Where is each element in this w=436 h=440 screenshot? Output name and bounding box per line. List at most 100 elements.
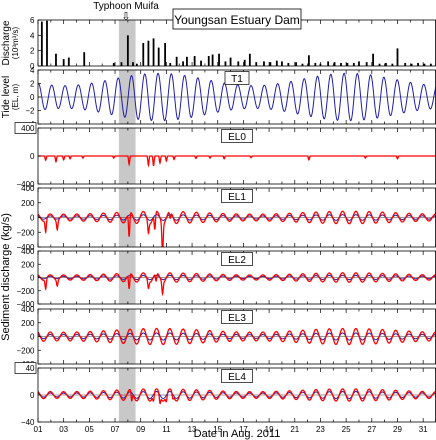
x-tick-label: 31: [419, 425, 428, 434]
panel-el2: 400 200 0 −200 −400 EL2: [16, 247, 436, 309]
discharge-bar: [333, 62, 336, 66]
discharge-bar: [211, 54, 214, 66]
y-tick-label: 6: [30, 16, 35, 25]
plot-area-el4: [38, 388, 436, 405]
x-tick-label: 01: [34, 425, 43, 434]
series-line-blue-el3: [38, 332, 436, 341]
x-tick-label: 15: [213, 425, 222, 434]
y-tick-label: −2: [25, 107, 35, 116]
discharge-bar: [429, 63, 432, 66]
y-tick-label: −200: [16, 346, 35, 355]
discharge-bar: [287, 62, 290, 66]
y-tick-label: 40: [26, 364, 35, 373]
panel-el4: 40 0 −40 EL4 01 03 05 07 09 11 13 15 17 19 21 23 25 27 29 3…: [14, 362, 436, 434]
y-tick-label: 0: [30, 391, 35, 400]
panel-title-box-discharge: [172, 8, 302, 30]
discharge-bar: [207, 56, 210, 66]
discharge-bar: [423, 63, 426, 66]
discharge-bar: [229, 57, 232, 66]
discharge-bar: [224, 61, 227, 66]
discharge-bar: [152, 38, 155, 66]
discharge-bar: [243, 59, 246, 66]
discharge-bar: [182, 61, 184, 66]
panel-title-el4: EL4: [228, 372, 246, 383]
x-tick-label: 07: [111, 425, 120, 434]
y-tick-label: −200: [16, 228, 35, 237]
y-tick-label: 0: [30, 93, 35, 102]
discharge-bar: [248, 53, 251, 66]
y-axis-label-discharge: Discharge: [1, 20, 12, 65]
discharge-bar: [396, 48, 399, 66]
discharge-bar: [120, 62, 123, 66]
discharge-bar: [269, 62, 272, 66]
y-tick-label: 0: [30, 152, 35, 161]
series-line-red-el2: [38, 272, 436, 297]
discharge-bar: [263, 61, 265, 66]
panel-title-box-tide: [224, 71, 250, 85]
x-tick-label: 13: [188, 425, 197, 434]
y-tick-label: 2: [30, 47, 35, 56]
discharge-bar: [327, 61, 330, 66]
panel-title-el0: EL0: [228, 132, 246, 143]
x-tick-label: 19: [265, 425, 274, 434]
y-tick-label: 400: [21, 305, 35, 314]
panel-title-box-el0: [221, 129, 253, 143]
discharge-bar: [417, 62, 419, 66]
discharge-bar: [346, 62, 349, 66]
plot-area-el1: [38, 210, 436, 247]
discharge-bar: [135, 63, 138, 66]
discharge-bar: [218, 53, 220, 66]
discharge-bar: [147, 40, 150, 66]
y-tick-label: −40: [21, 418, 35, 427]
y-tick-label: 4: [30, 66, 35, 75]
discharge-bar: [404, 62, 407, 66]
panels-group: 0 2 4 6 Youngsan Estuary Dam Discharge (10³m³/…: [1, 8, 436, 434]
y-tick-label: 0: [30, 214, 35, 223]
y-tick-label: −400: [16, 243, 35, 252]
panel-title-discharge: Youngsan Estuary Dam: [174, 13, 300, 27]
panel-title-box-el1: [221, 189, 253, 203]
y-tick-label: −400: [16, 300, 35, 309]
panel-title-el2: EL2: [228, 255, 246, 266]
discharge-bar: [352, 62, 355, 66]
y-tick-label: −400: [16, 180, 35, 189]
x-tick-label: 17: [239, 425, 248, 434]
y-tick-label: 0: [30, 274, 35, 283]
sediment-y-axis-label: Sediment discharge (kg/s): [0, 213, 12, 341]
y-tick-label: 200: [21, 260, 35, 269]
discharge-bar: [275, 60, 278, 66]
y-tick-label: 4: [30, 31, 35, 40]
panel-title-box-el3: [221, 310, 253, 324]
discharge-bar: [295, 62, 297, 66]
discharge-bar: [157, 47, 160, 66]
x-tick-label: 03: [59, 425, 68, 434]
x-tick-label: 09: [136, 425, 145, 434]
discharge-bar: [385, 62, 387, 66]
series-line-red-el4: [38, 388, 436, 405]
y-tick-label: 400: [21, 247, 35, 256]
discharge-bar: [67, 57, 70, 66]
discharge-bar: [46, 20, 48, 66]
y-tick-label: 200: [21, 319, 35, 328]
discharge-bar: [340, 62, 342, 66]
discharge-bar: [365, 62, 368, 66]
y-axis-unit-tide: (EL, m): [11, 84, 20, 111]
discharge-bar: [132, 62, 134, 66]
y-tick-label: 400: [21, 124, 35, 133]
series-line-red-el1: [38, 210, 436, 247]
y-tick-label: 2: [30, 80, 35, 89]
x-tick-label: 23: [316, 425, 325, 434]
y-tick-label: 0: [30, 62, 35, 71]
y-axis-unit-discharge: (10³m³/s): [11, 26, 20, 59]
discharge-bar: [40, 21, 43, 66]
panel-title-el1: EL1: [228, 192, 246, 203]
series-line-red-el0: [38, 155, 436, 168]
x-tick-label: 29: [393, 425, 402, 434]
discharge-bar: [391, 63, 394, 66]
series-line-blue-tide: [38, 72, 436, 122]
x-tick-label: 05: [85, 425, 94, 434]
panel-el0: 400 0 −400 EL0: [14, 122, 436, 189]
x-tick-label: 27: [367, 425, 376, 434]
